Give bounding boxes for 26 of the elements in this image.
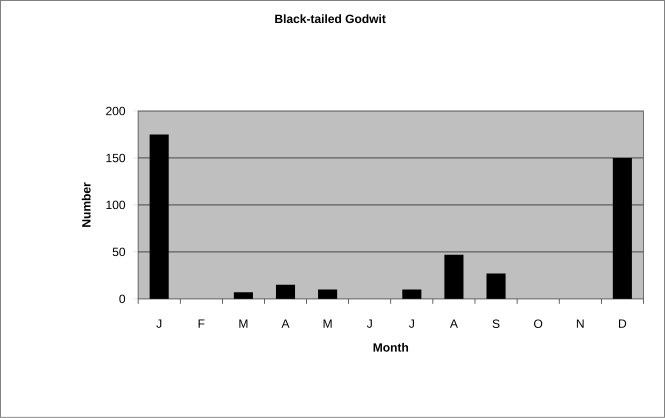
y-tick-label: 100 [106,200,126,210]
x-tick-label: A [450,320,458,328]
y-axis-title: Number [82,182,91,227]
bar [402,290,422,299]
y-tick-label: 50 [112,248,126,256]
bar [444,254,464,299]
bar [234,292,253,299]
bar [486,274,506,299]
y-tick-label: 200 [106,106,126,116]
x-axis-title: Month [374,342,408,352]
x-tick-label: J [409,320,414,328]
x-tick-label: J [156,320,162,328]
bar [276,284,296,299]
x-tick-label: S [492,320,500,328]
bar [318,290,338,299]
x-tick-label: A [282,320,290,328]
x-tick-label: J [366,320,372,328]
x-tick-label: N [576,320,584,328]
chart-title: Black-tailed Godwit [275,14,386,24]
y-tick-label: 150 [106,154,126,162]
x-tick-label: O [534,320,542,328]
y-tick-label: 0 [119,294,126,304]
x-tick-label: D [619,320,626,328]
x-tick-label: F [198,320,204,328]
x-tick-label: M [239,320,248,328]
x-tick-label: M [324,320,332,328]
